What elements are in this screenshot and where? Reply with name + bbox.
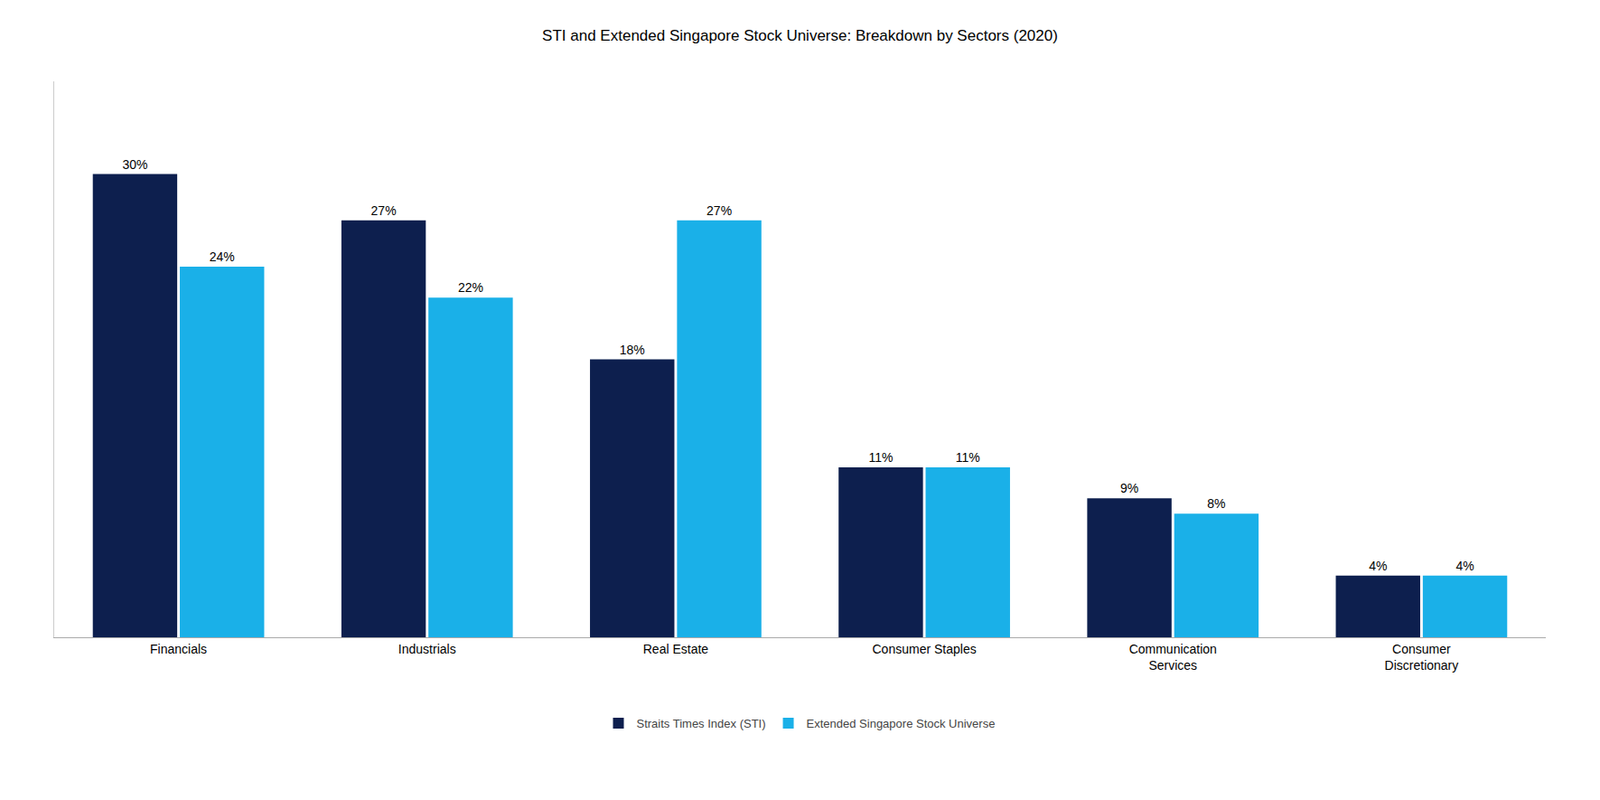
- svg-text:STI and Extended Singapore Sto: STI and Extended Singapore Stock Univers…: [542, 27, 1058, 45]
- svg-text:30%: 30%: [121, 157, 148, 172]
- svg-text:18%: 18%: [619, 342, 646, 357]
- svg-text:4%: 4%: [1455, 558, 1474, 573]
- svg-text:9%: 9%: [1120, 480, 1139, 496]
- svg-text:Financials: Financials: [149, 641, 207, 656]
- svg-text:ConsumerDiscretionary: ConsumerDiscretionary: [1384, 641, 1460, 673]
- svg-text:8%: 8%: [1207, 495, 1226, 511]
- svg-text:Straits Times Index (STI): Straits Times Index (STI): [636, 716, 767, 730]
- svg-text:24%: 24%: [209, 249, 235, 264]
- svg-text:Consumer Staples: Consumer Staples: [871, 641, 976, 656]
- svg-text:Real Estate: Real Estate: [643, 641, 710, 656]
- svg-text:CommunicationServices: CommunicationServices: [1129, 641, 1217, 673]
- svg-text:27%: 27%: [706, 203, 732, 218]
- svg-text:27%: 27%: [371, 203, 397, 218]
- svg-text:22%: 22%: [458, 280, 484, 295]
- svg-text:Extended Singapore Stock Unive: Extended Singapore Stock Universe: [806, 716, 996, 730]
- svg-text:4%: 4%: [1368, 558, 1387, 573]
- svg-text:Industrials: Industrials: [398, 641, 457, 656]
- svg-text:11%: 11%: [868, 449, 893, 465]
- svg-text:11%: 11%: [955, 449, 981, 465]
